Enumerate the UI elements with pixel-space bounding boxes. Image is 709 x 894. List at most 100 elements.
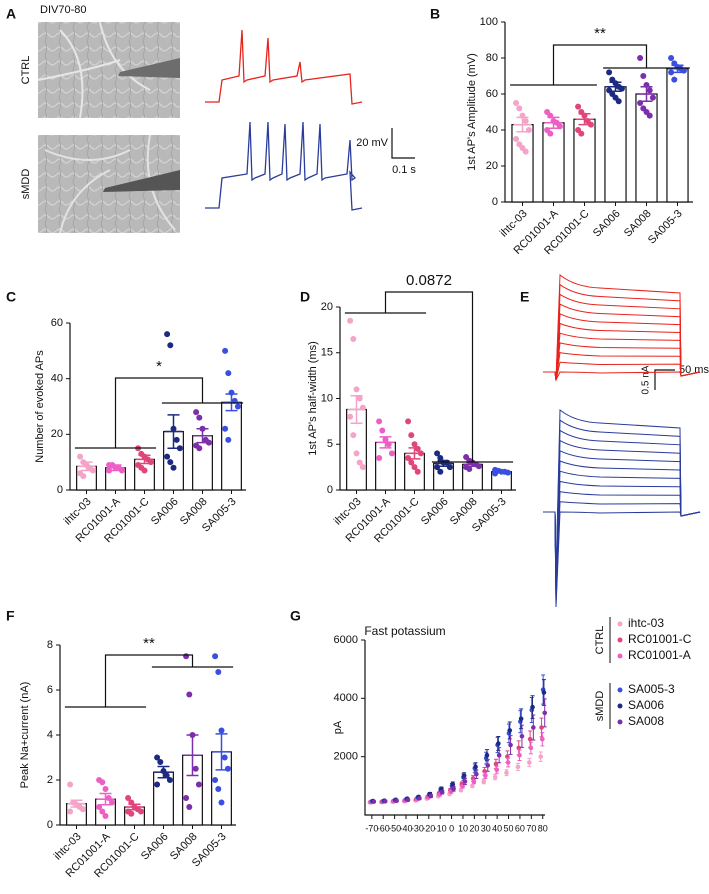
error-bar bbox=[347, 395, 366, 424]
data-point bbox=[434, 450, 441, 457]
data-point bbox=[164, 331, 171, 338]
panel-label: E bbox=[520, 289, 529, 305]
error-bar bbox=[183, 734, 202, 777]
trace bbox=[205, 29, 363, 105]
y-tick-label: 6 bbox=[47, 684, 53, 696]
data-point bbox=[668, 55, 675, 61]
data-point bbox=[125, 795, 132, 801]
data-point bbox=[379, 427, 386, 434]
y-tick-label: 15 bbox=[321, 347, 333, 359]
data-point bbox=[99, 779, 106, 786]
data-point bbox=[528, 745, 534, 751]
y-tick-label: 20 bbox=[51, 428, 63, 440]
data-point bbox=[183, 795, 190, 801]
legend-label: RC01001-A bbox=[628, 648, 691, 662]
error-bar bbox=[492, 470, 511, 474]
data-point bbox=[215, 786, 222, 792]
data-point bbox=[671, 76, 678, 83]
y-tick-label: 80 bbox=[486, 52, 498, 64]
error-bar bbox=[106, 464, 125, 472]
x-tick-label: -20 bbox=[422, 823, 435, 833]
data-point bbox=[460, 784, 465, 789]
x-tick-label: -70 bbox=[365, 823, 378, 833]
data-point bbox=[504, 770, 509, 776]
x-tick-label: -50 bbox=[388, 823, 401, 833]
significance-bracket bbox=[510, 44, 690, 86]
data-point bbox=[218, 727, 225, 734]
legend-label: SA008 bbox=[628, 714, 664, 728]
panel-label: D bbox=[300, 289, 310, 305]
legend-marker bbox=[617, 719, 623, 725]
data-point bbox=[474, 771, 479, 777]
data-point bbox=[516, 105, 523, 112]
x-tick-label: 0 bbox=[449, 823, 454, 833]
data-point bbox=[128, 810, 135, 817]
data-point bbox=[484, 752, 490, 758]
data-point bbox=[483, 773, 488, 778]
axis bbox=[69, 323, 246, 491]
data-point bbox=[408, 459, 415, 466]
row-label: sMDD bbox=[20, 169, 32, 200]
y-axis-label: Peak Na+current (nA) bbox=[19, 682, 31, 789]
legend-label: ihtc-03 bbox=[628, 616, 664, 630]
data-point bbox=[466, 465, 473, 472]
trace bbox=[543, 511, 701, 608]
trace bbox=[543, 342, 701, 381]
data-point bbox=[141, 467, 148, 474]
y-tick-label: 60 bbox=[51, 317, 63, 329]
error-bar bbox=[67, 799, 86, 808]
significance-bracket bbox=[74, 377, 244, 449]
panel-label: F bbox=[6, 608, 15, 624]
axis bbox=[59, 645, 236, 826]
data-point bbox=[640, 73, 647, 79]
y-tick-label: 20 bbox=[321, 301, 333, 313]
data-point bbox=[496, 752, 502, 758]
data-point bbox=[539, 725, 544, 730]
data-point bbox=[507, 728, 513, 733]
data-point bbox=[347, 413, 354, 420]
legend-label: RC01001-C bbox=[628, 632, 692, 646]
data-point bbox=[446, 464, 453, 471]
trace bbox=[543, 408, 701, 578]
legend-marker bbox=[617, 653, 623, 659]
x-tick-label: 70 bbox=[526, 823, 536, 833]
trace bbox=[543, 313, 701, 381]
data-point bbox=[492, 774, 498, 780]
significance-bracket bbox=[64, 654, 234, 708]
data-point bbox=[471, 779, 477, 784]
data-point bbox=[587, 121, 594, 128]
error-bar bbox=[405, 447, 424, 460]
scale-label: 0.1 s bbox=[392, 164, 416, 176]
panel-label: A bbox=[6, 6, 16, 22]
data-point bbox=[359, 464, 366, 471]
data-point bbox=[77, 453, 84, 460]
data-point bbox=[473, 764, 478, 770]
data-point bbox=[99, 808, 106, 815]
data-point bbox=[67, 781, 74, 788]
error-bar bbox=[434, 459, 453, 467]
data-point bbox=[516, 745, 522, 751]
data-point bbox=[195, 781, 202, 788]
x-tick-label: SA006 bbox=[149, 496, 181, 528]
data-point bbox=[439, 786, 444, 792]
panel-label: G bbox=[290, 608, 301, 624]
y-tick-label: 0 bbox=[492, 196, 498, 208]
data-point bbox=[183, 653, 190, 660]
data-point bbox=[408, 432, 415, 439]
data-point bbox=[578, 130, 585, 137]
data-point bbox=[649, 94, 656, 101]
data-point bbox=[157, 759, 164, 765]
data-point bbox=[518, 716, 524, 722]
data-point bbox=[102, 786, 109, 792]
trace bbox=[543, 352, 701, 381]
x-tick-label: -30 bbox=[411, 823, 424, 833]
y-axis-label: 1st AP's half-width (ms) bbox=[307, 341, 319, 456]
error-bar bbox=[637, 86, 656, 102]
panel-label: B bbox=[430, 6, 440, 22]
data-point bbox=[540, 736, 545, 742]
data-point bbox=[538, 754, 544, 759]
data-point bbox=[89, 467, 96, 474]
data-point bbox=[106, 467, 113, 474]
data-point bbox=[417, 796, 422, 801]
data-point bbox=[196, 445, 203, 452]
